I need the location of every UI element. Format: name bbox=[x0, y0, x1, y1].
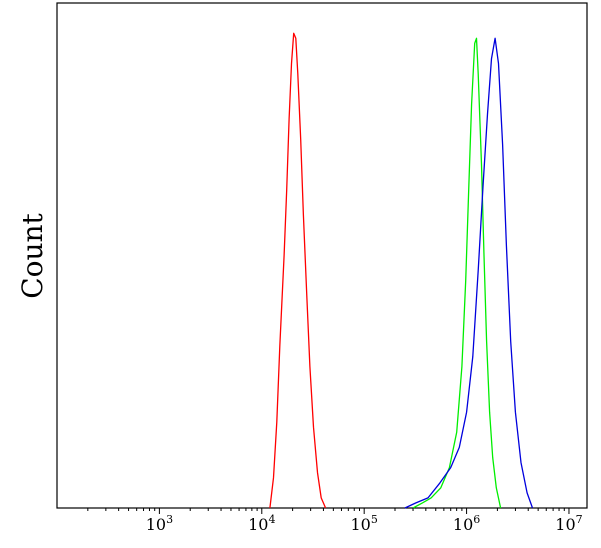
histogram-series-2 bbox=[412, 37, 502, 509]
histogram-series-1 bbox=[269, 32, 327, 509]
x-axis-ticks: 103 104 105 106 107 bbox=[87, 508, 583, 534]
y-axis-label: Count bbox=[16, 212, 49, 298]
plot-frame bbox=[56, 2, 588, 509]
histogram-series-3 bbox=[404, 37, 534, 509]
x-tick-label: 107 bbox=[555, 513, 582, 534]
x-tick-label: 104 bbox=[248, 513, 275, 534]
x-tick-label: 103 bbox=[146, 513, 173, 534]
x-tick-label: 106 bbox=[453, 513, 480, 534]
series-layer bbox=[269, 32, 534, 509]
x-tick-label: 105 bbox=[351, 513, 378, 534]
